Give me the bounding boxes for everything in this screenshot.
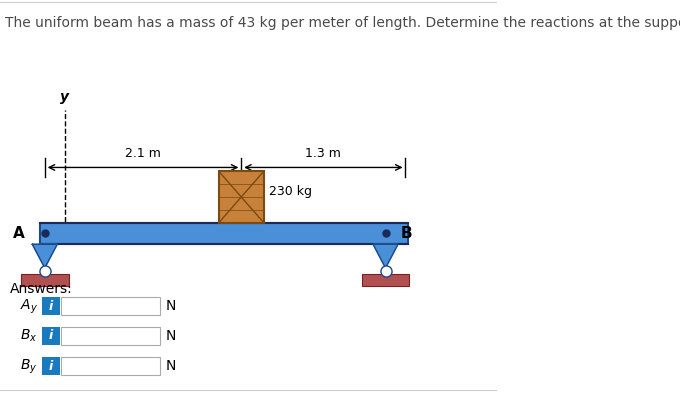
- Text: i: i: [49, 329, 53, 342]
- Bar: [42, 357, 60, 375]
- Bar: [219, 171, 264, 223]
- Text: A: A: [13, 226, 25, 241]
- Text: N: N: [165, 359, 175, 373]
- Text: N: N: [165, 329, 175, 343]
- Bar: [362, 274, 409, 286]
- Bar: [21, 274, 69, 286]
- Text: 230 kg: 230 kg: [269, 186, 311, 198]
- Text: i: i: [49, 300, 53, 312]
- Text: $B_y$ =: $B_y$ =: [20, 357, 52, 375]
- Text: Answers:: Answers:: [10, 282, 73, 296]
- Bar: [61, 327, 160, 345]
- Polygon shape: [373, 244, 398, 268]
- Text: $B_x$ =: $B_x$ =: [20, 328, 52, 344]
- Bar: [61, 297, 160, 315]
- Bar: [42, 327, 60, 345]
- Text: i: i: [49, 360, 53, 372]
- Text: B: B: [401, 226, 412, 241]
- Bar: [61, 357, 160, 375]
- Bar: [40, 223, 408, 244]
- Text: $A_y$ =: $A_y$ =: [20, 297, 53, 316]
- Text: N: N: [165, 299, 175, 313]
- Text: y: y: [60, 90, 69, 104]
- Text: 2.1 m: 2.1 m: [125, 147, 161, 160]
- Bar: [42, 297, 60, 315]
- Polygon shape: [33, 244, 57, 268]
- Text: The uniform beam has a mass of 43 kg per meter of length. Determine the reaction: The uniform beam has a mass of 43 kg per…: [5, 16, 680, 30]
- Text: 1.3 m: 1.3 m: [305, 147, 341, 160]
